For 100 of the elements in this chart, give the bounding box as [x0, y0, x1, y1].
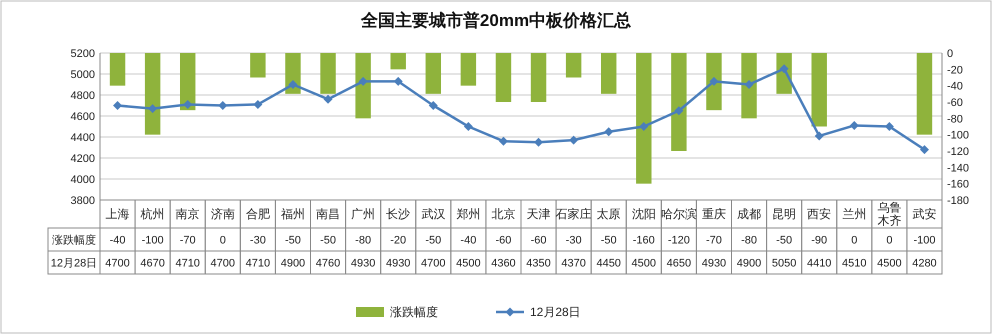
data-label: 4710 — [175, 258, 200, 270]
data-label: -60 — [496, 234, 512, 246]
x-tick-label: 哈尔滨 — [660, 207, 697, 221]
x-tick-label: 广州 — [351, 207, 376, 221]
data-label: -50 — [285, 234, 301, 246]
x-tick-label: 西安 — [807, 207, 832, 221]
x-tick-label: 合肥 — [246, 207, 270, 221]
data-label: -60 — [530, 234, 546, 246]
x-tick-label: 郑州 — [456, 207, 480, 221]
data-label: -30 — [250, 234, 266, 246]
data-label: -70 — [180, 234, 196, 246]
x-tick-label: 杭州 — [140, 207, 165, 221]
point — [218, 101, 228, 110]
x-tick-label: 北京 — [491, 207, 516, 221]
data-label: -40 — [460, 234, 476, 246]
y2-tick-label: -160 — [947, 178, 970, 191]
x-tick-label: 乌鲁木齐 — [877, 200, 902, 228]
data-label: 4930 — [350, 258, 376, 270]
y-tick-label: 4600 — [70, 111, 95, 123]
point — [850, 120, 859, 130]
data-label: 4360 — [491, 258, 516, 270]
legend-label: 12月28日 — [530, 305, 581, 319]
point — [780, 64, 789, 74]
data-label: 4280 — [912, 258, 937, 270]
data-label: 4650 — [666, 258, 692, 270]
data-label: 4930 — [386, 258, 410, 270]
data-label: -70 — [706, 234, 722, 246]
data-label: -50 — [320, 234, 336, 246]
point — [183, 100, 192, 109]
y-tick-label: 4200 — [70, 153, 95, 165]
data-label: 4700 — [421, 258, 446, 270]
y2-tick-label: -180 — [947, 195, 970, 207]
point — [113, 101, 122, 110]
data-label: 0 — [886, 234, 892, 246]
point — [288, 80, 298, 89]
y-tick-label: 4800 — [70, 90, 95, 102]
point — [639, 122, 648, 131]
x-tick-label: 成都 — [737, 207, 762, 221]
point — [744, 80, 754, 89]
data-label: -120 — [668, 234, 690, 246]
data-label: 4370 — [561, 258, 586, 270]
data-label: 4930 — [702, 258, 726, 270]
data-label: -80 — [355, 234, 372, 246]
y-tick-label: 5200 — [70, 48, 95, 60]
y2-tick-label: -20 — [947, 64, 963, 76]
x-tick-label: 南京 — [176, 207, 200, 221]
y2-tick-label: -40 — [947, 80, 963, 93]
data-label: 4900 — [736, 258, 762, 270]
x-tick-label: 南昌 — [316, 207, 340, 221]
x-tick-label: 太原 — [596, 207, 621, 221]
data-label: 4710 — [246, 258, 270, 270]
y-tick-label: 5000 — [70, 69, 95, 81]
point — [569, 136, 578, 145]
data-label: 4510 — [842, 258, 867, 270]
data-label: 4700 — [210, 258, 236, 270]
data-label: -100 — [913, 234, 936, 246]
data-label: 4350 — [526, 258, 551, 270]
data-label: 4450 — [596, 258, 621, 270]
data-label: 4500 — [632, 258, 656, 270]
data-label: -50 — [600, 234, 617, 246]
data-label: 0 — [851, 234, 858, 246]
point — [814, 131, 824, 140]
point — [674, 106, 684, 116]
point — [428, 101, 438, 110]
y2-tick-label: -120 — [947, 146, 970, 158]
x-tick-label: 石家庄 — [556, 207, 592, 221]
data-label: 4500 — [456, 258, 481, 270]
y2-tick-label: -140 — [947, 162, 970, 174]
x-tick-label: 济南 — [210, 207, 235, 221]
data-label: -50 — [776, 234, 792, 246]
data-label: -40 — [110, 234, 126, 246]
point — [709, 76, 718, 86]
x-tick-label: 长沙 — [386, 207, 410, 221]
data-label: -100 — [142, 234, 164, 246]
point — [604, 127, 614, 136]
data-label: -160 — [632, 234, 655, 246]
data-label: 4500 — [877, 258, 902, 270]
data-label: 4700 — [105, 258, 130, 270]
y2-tick-label: 0 — [947, 48, 954, 60]
data-label: 4900 — [280, 258, 306, 270]
chart-title: 全国主要城市普20mm中板价格汇总 — [360, 10, 632, 30]
x-tick-label: 沈阳 — [632, 207, 656, 221]
point — [148, 104, 158, 114]
point — [464, 122, 473, 131]
point — [534, 138, 544, 147]
x-tick-label: 上海 — [106, 207, 130, 221]
x-tick-label: 兰州 — [842, 207, 866, 221]
x-tick-label: 武汉 — [421, 207, 446, 221]
data-label: -20 — [390, 234, 406, 246]
x-tick-label: 福州 — [280, 207, 305, 221]
y-tick-label: 4000 — [70, 174, 95, 186]
data-label: -50 — [425, 234, 442, 246]
x-tick-label: 天津 — [526, 207, 551, 221]
point — [394, 76, 403, 86]
data-label: -80 — [741, 234, 757, 246]
text: 涨跌幅度 — [52, 234, 96, 246]
x-tick-label: 昆明 — [772, 207, 796, 221]
y-tick-label: 4400 — [70, 132, 95, 144]
point — [920, 145, 929, 154]
data-label: -30 — [566, 234, 582, 246]
